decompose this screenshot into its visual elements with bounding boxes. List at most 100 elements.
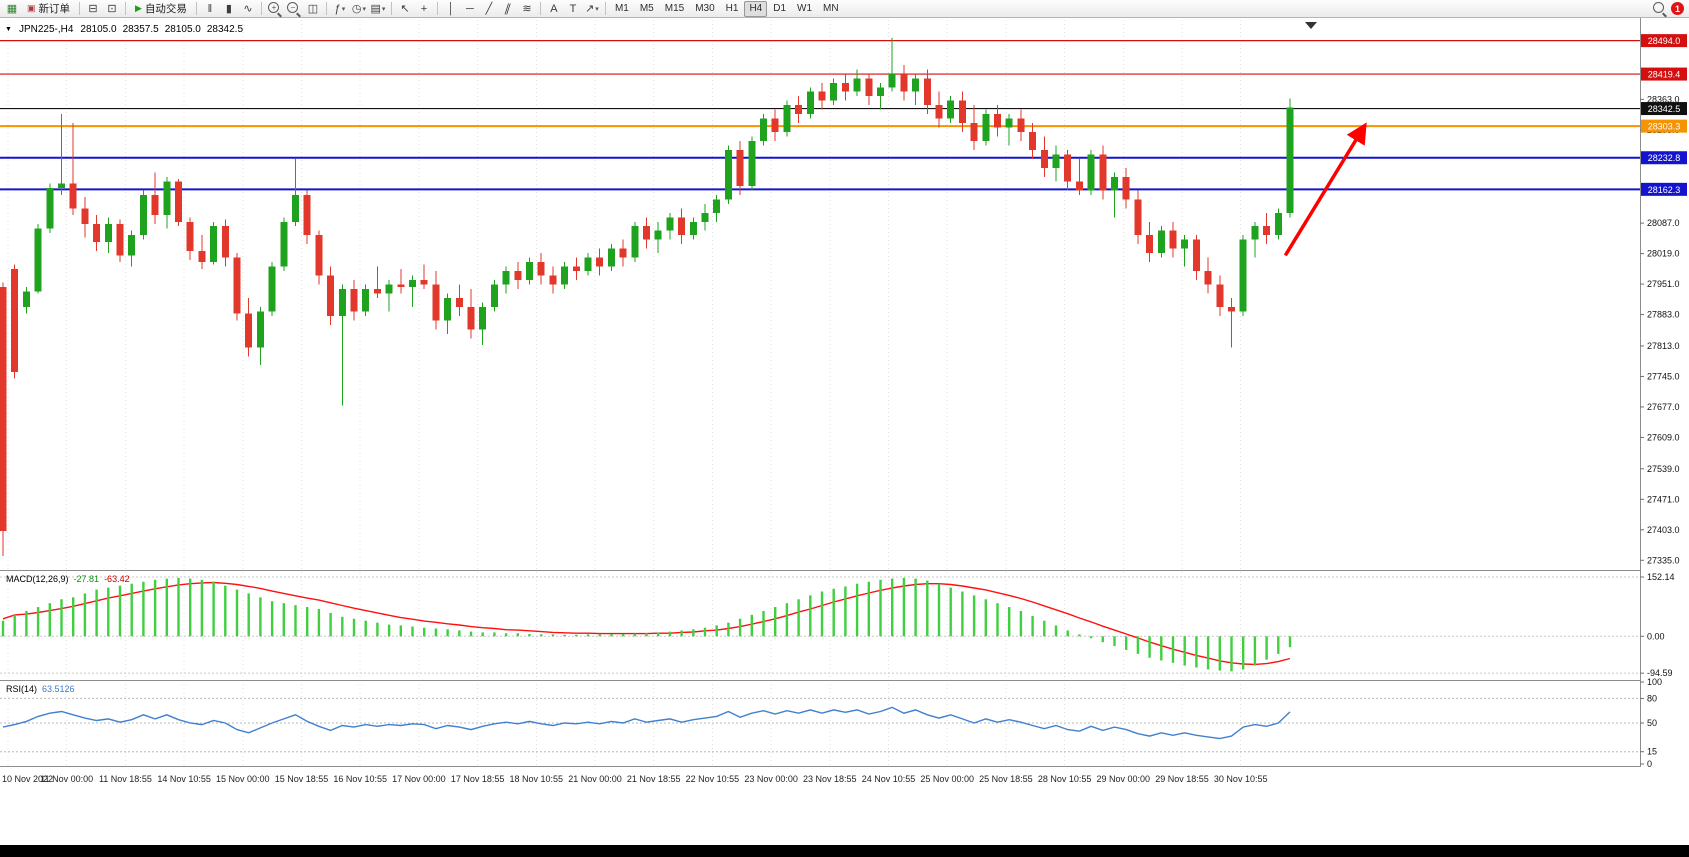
price-badge: 28494.0 — [1641, 34, 1687, 48]
timeframe-mn[interactable]: MN — [823, 3, 839, 14]
vertical-line-icon[interactable]: │ — [442, 1, 460, 17]
macd-signal-value: -63.42 — [104, 574, 130, 584]
rsi-tick-label: 0 — [1647, 759, 1652, 769]
candle-body — [1111, 176, 1118, 191]
price-badge: 28232.8 — [1641, 151, 1687, 165]
time-label: 21 Nov 00:00 — [568, 774, 622, 784]
candle-body — [58, 183, 65, 189]
candle-body — [175, 181, 182, 222]
bar-chart-icon[interactable]: ‖ — [201, 1, 219, 17]
candle-body — [1099, 154, 1107, 191]
candle-body — [245, 313, 253, 348]
candle-body — [713, 199, 721, 213]
candle-body — [947, 100, 955, 119]
zoom-out-icon[interactable]: − — [285, 1, 303, 17]
candle-body — [81, 208, 89, 225]
fibonacci-icon[interactable]: ≋ — [518, 1, 536, 17]
timeframe-h4[interactable]: H4 — [744, 0, 768, 17]
time-label: 29 Nov 00:00 — [1097, 774, 1151, 784]
candle-body — [514, 271, 522, 281]
print-icon[interactable]: ⊟ — [84, 1, 102, 17]
indicators-icon[interactable]: ƒ ▾ — [331, 1, 349, 17]
crosshair-icon[interactable]: + — [415, 1, 433, 17]
trend-arrow-annotation[interactable] — [1283, 122, 1367, 257]
text-icon-glyph: A — [550, 2, 558, 15]
chart-header: ▼ JPN225-,H4 28105.0 28357.5 28105.0 283… — [5, 24, 243, 35]
zoom-out-icon-glyph: − — [287, 2, 299, 13]
templates-icon[interactable]: ▤ ▾ — [369, 1, 387, 17]
rsi-line — [2, 706, 1291, 740]
notification-badge[interactable]: 1 — [1671, 2, 1684, 15]
candle-body — [982, 114, 990, 142]
timeframe-w1[interactable]: W1 — [797, 3, 813, 14]
chart-menu-caret-icon[interactable]: ▼ — [5, 26, 12, 33]
ohlc-high: 28357.5 — [122, 24, 159, 35]
templates-icon-caret[interactable]: ▾ — [381, 5, 386, 13]
time-label: 15 Nov 00:00 — [216, 774, 270, 784]
search-icon[interactable] — [1650, 1, 1668, 17]
timeframe-m15[interactable]: M15 — [664, 3, 685, 14]
macd-tick-label: -94.59 — [1647, 668, 1673, 678]
candle-body — [619, 248, 627, 258]
periods-icon-caret[interactable]: ▾ — [362, 5, 366, 13]
candle-body — [888, 73, 896, 88]
candle-body — [0, 286, 7, 532]
candle-body — [385, 284, 393, 294]
cursor-icon[interactable]: ↖ — [396, 1, 414, 17]
price-tick-label: 27883.0 — [1647, 310, 1680, 320]
timeframe-d1[interactable]: D1 — [773, 3, 787, 14]
candle-body — [315, 235, 323, 276]
candle-body — [771, 118, 779, 133]
candle-body — [327, 275, 335, 316]
candle-body — [116, 224, 124, 256]
candle-body — [432, 284, 440, 321]
candle-body — [1005, 118, 1013, 128]
chart-shift-marker[interactable] — [1305, 22, 1317, 29]
rsi-tick-label: 80 — [1647, 693, 1657, 703]
macd-name: MACD(12,26,9) — [6, 574, 69, 584]
bottom-black-bar — [0, 845, 1689, 857]
text-icon[interactable]: A — [545, 1, 563, 17]
line-chart-icon[interactable]: ∿ — [239, 1, 257, 17]
text-label-icon[interactable]: T — [564, 1, 582, 17]
horizontal-line-icon[interactable]: ─ — [461, 1, 479, 17]
candle-body — [1029, 132, 1037, 151]
time-label: 16 Nov 10:55 — [333, 774, 387, 784]
candle-body — [900, 73, 908, 92]
trendline-icon[interactable]: ╱ — [480, 1, 498, 17]
price-badge-value: 28419.4 — [1648, 70, 1681, 80]
candle-body — [1251, 226, 1259, 240]
arrows-icon-caret[interactable]: ▾ — [595, 5, 599, 13]
toolbar-separator — [79, 2, 81, 15]
timeframe-m5[interactable]: M5 — [639, 3, 654, 14]
chart-window-icon[interactable]: ▦ — [3, 1, 21, 17]
time-label: 11 Nov 18:55 — [99, 774, 152, 784]
indicators-icon-caret[interactable]: ▾ — [341, 5, 346, 13]
new-order-button[interactable]: ▣ 新订单 — [22, 1, 75, 17]
periods-icon[interactable]: ◷ ▾ — [350, 1, 368, 17]
timeframe-m30[interactable]: M30 — [695, 3, 715, 14]
candle-body — [1286, 107, 1294, 213]
chart-canvas[interactable]: 28363.028295.028087.028019.027951.027883… — [0, 18, 1689, 845]
candle-body — [1228, 306, 1235, 312]
candle-body — [34, 228, 42, 292]
time-label: 11 Nov 00:00 — [40, 774, 93, 784]
arrows-icon[interactable]: ↗ ▾ — [583, 1, 601, 17]
candlestick-chart-icon-glyph: ▮ — [225, 3, 232, 15]
candle-body — [561, 266, 569, 285]
equidistant-channel-icon[interactable]: ∥ — [499, 1, 517, 17]
time-label: 23 Nov 18:55 — [803, 774, 857, 784]
price-badge-value: 28342.5 — [1648, 104, 1681, 114]
print-preview-icon[interactable]: ⊡ — [103, 1, 121, 17]
price-badge: 28162.3 — [1641, 182, 1687, 196]
tile-windows-icon[interactable]: ◫ — [304, 1, 322, 17]
candle-body — [139, 194, 147, 236]
timeframe-m1[interactable]: M1 — [614, 3, 629, 14]
timeframe-h1[interactable]: H1 — [725, 3, 739, 14]
auto-trading-button[interactable]: ▶ 自动交易 — [130, 1, 192, 17]
zoom-in-icon[interactable]: + — [266, 1, 284, 17]
candle-body — [760, 118, 767, 142]
candle-body — [210, 226, 218, 263]
candlestick-chart-icon[interactable]: ▮ — [220, 1, 238, 17]
price-badge: 28303.3 — [1641, 119, 1687, 133]
